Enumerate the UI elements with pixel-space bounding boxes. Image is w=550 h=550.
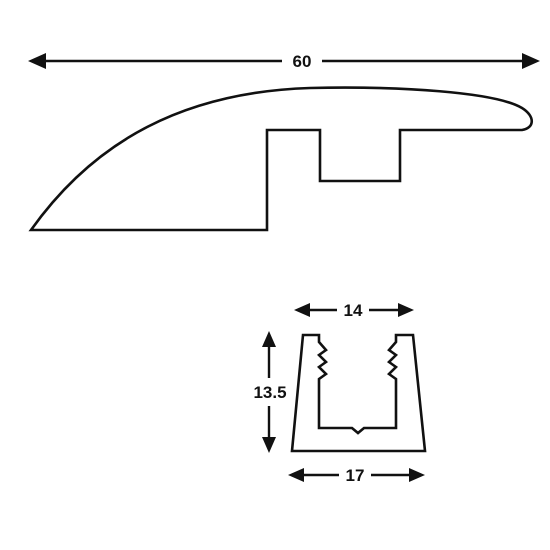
reducer-width-dimension: 60 <box>28 52 540 71</box>
track-height-label: 13.5 <box>253 383 286 402</box>
track-outline <box>290 333 427 453</box>
track-bottom-width-arrow-right <box>409 468 425 482</box>
track-top-width-arrow-left <box>294 303 310 317</box>
reducer-outline <box>28 86 534 232</box>
track-bottom-width-arrow-left <box>288 468 304 482</box>
track-top-width-arrow-right <box>398 303 414 317</box>
track-height-arrow-bottom <box>262 437 276 453</box>
reducer-profile: 60 <box>28 52 540 232</box>
track-top-width-label: 14 <box>344 301 363 320</box>
track-bottom-width-dimension: 17 <box>288 466 425 485</box>
track-profile: 14 13.5 17 <box>253 301 427 485</box>
track-top-width-dimension: 14 <box>294 301 414 320</box>
reducer-width-arrow-right <box>522 53 540 69</box>
reducer-width-arrow-left <box>28 53 46 69</box>
track-height-arrow-top <box>262 331 276 347</box>
reducer-width-label: 60 <box>293 52 312 71</box>
track-height-dimension: 13.5 <box>253 331 287 453</box>
track-bottom-width-label: 17 <box>346 466 365 485</box>
